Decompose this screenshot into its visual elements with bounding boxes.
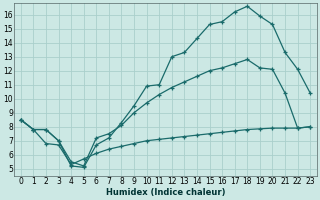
X-axis label: Humidex (Indice chaleur): Humidex (Indice chaleur)	[106, 188, 225, 197]
